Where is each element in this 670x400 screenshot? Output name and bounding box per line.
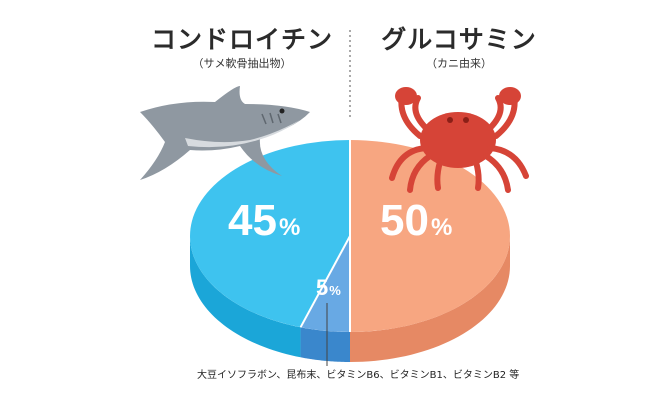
- chondroitin-source-label: （サメ軟骨抽出物）: [192, 57, 292, 70]
- glucosamine-unit: %: [430, 214, 453, 241]
- glucosamine-source-label: （カニ由来）: [426, 57, 492, 70]
- other-value: 5: [316, 275, 329, 300]
- crab-icon: [389, 87, 529, 193]
- pie-slice-chondroitin-side: [190, 236, 301, 358]
- chondroitin-value: 45: [228, 196, 277, 245]
- pie-slice-chondroitin-edge: [299, 235, 351, 328]
- chondroitin-title: コンドロイチン: [150, 25, 333, 54]
- chondroitin-value-label: 45%: [228, 196, 300, 246]
- pie-slice-chondroitin: [190, 140, 350, 328]
- other-unit: %: [329, 283, 341, 298]
- glucosamine-title: グルコサミン: [381, 25, 537, 54]
- pie-slice-glucosamine-side: [350, 236, 510, 362]
- other-ingredients-note: 大豆イソフラボン、昆布末、ビタミンB6、ビタミンB1、ビタミンB2 等: [197, 370, 520, 381]
- other-value-label: 5%: [316, 275, 341, 301]
- chondroitin-unit: %: [278, 214, 301, 241]
- pie-slices: [190, 140, 510, 362]
- shark-icon: [140, 86, 310, 180]
- glucosamine-value: 50: [380, 196, 429, 245]
- pie-slice-other-side: [300, 327, 350, 362]
- glucosamine-value-label: 50%: [380, 196, 452, 246]
- pie-slice-glucosamine: [350, 140, 510, 332]
